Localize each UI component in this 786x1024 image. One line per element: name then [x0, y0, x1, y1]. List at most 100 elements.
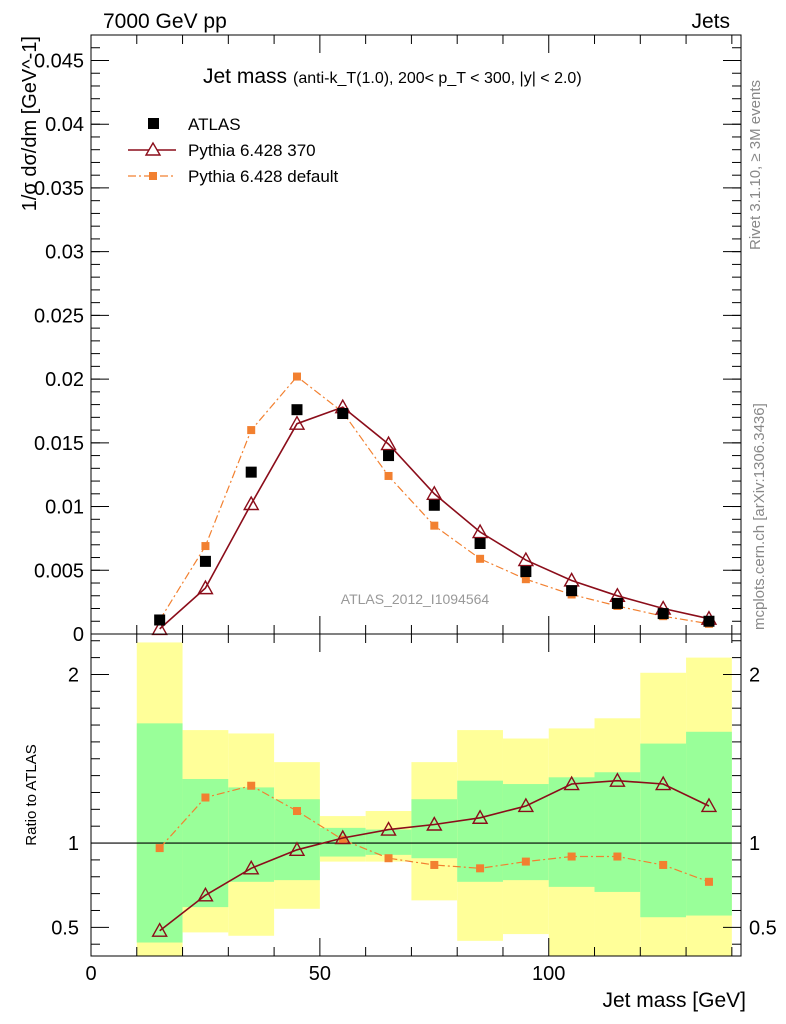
legend-entry-atlas: ATLAS: [148, 115, 241, 134]
ratio-pythia-default-point: [338, 835, 347, 844]
ratio-ytick-label-right: 1: [749, 833, 760, 855]
ratio-frame: [90, 633, 742, 957]
ratio-pythia-default-point: [155, 844, 164, 853]
main-pythia-default-point: [247, 426, 256, 435]
ratio-pythia-default-point: [567, 852, 576, 861]
ratio-ytick-label-right: 0.5: [749, 917, 777, 939]
main-title-name: Jet mass: [203, 65, 287, 88]
header-left-title: 7000 GeV pp: [103, 10, 227, 33]
ratio-pythia-default-point: [476, 864, 485, 873]
main-pythia-370-point: [426, 485, 443, 501]
main-ytick-label: 0.025: [34, 305, 84, 327]
legend-pythia-default-marker: [149, 172, 157, 180]
main-atlas-point: [611, 597, 623, 609]
ratio-pythia-370-point: [700, 797, 718, 813]
main-marks: [151, 372, 718, 636]
main-ytick-label: 0.04: [45, 114, 84, 136]
ratio-pythia-370-point: [471, 809, 489, 824]
ratio-pythia-370-point: [334, 829, 351, 845]
ratio-xlabel: Jet mass [GeV]: [602, 989, 746, 1012]
mcplots-side-label: mcplots.cern.ch [arXiv:1306.3436]: [751, 403, 768, 630]
legend-pythia-default-label: Pythia 6.428 default: [188, 167, 339, 186]
main-pythia-default-point: [430, 521, 439, 530]
main-pythia-default-point: [292, 372, 301, 381]
rivet-side-label: Rivet 3.1.10, ≥ 3M events: [747, 80, 764, 250]
header-right-title: Jets: [691, 10, 730, 33]
main-pythia-370-point: [471, 523, 489, 539]
analysis-label: ATLAS_2012_I1094564: [341, 591, 490, 607]
ratio-band-inner: [365, 829, 412, 855]
ratio-pythia-370-line: [159, 779, 710, 932]
ratio-pythia-370-point: [380, 821, 397, 836]
ratio-pythia-370-point: [151, 922, 168, 937]
legend: ATLAS Pythia 6.428 370 Pythia 6.428 defa…: [128, 115, 339, 186]
ratio-pythia-default-point: [430, 860, 439, 869]
main-atlas-point: [566, 585, 578, 597]
ratio-xtick-label: 50: [309, 963, 331, 985]
main-panel: 0 0.005 0.01 0.015 0.02 0.025 0.03 0.035 0.04 0.0…: [19, 34, 742, 646]
main-atlas-point: [291, 404, 303, 416]
main-pythia-370-point: [197, 579, 214, 595]
ratio-pythia-370-point: [243, 859, 260, 875]
main-atlas-point: [199, 555, 211, 567]
ratio-panel: 0.5 0.5 1 1 2 2 0 50 100 Ratio to ATLAS Jet mass…: [23, 633, 777, 1012]
ratio-pythia-370-point: [288, 841, 306, 856]
ratio-band-inner: [594, 772, 641, 892]
ratio-ytick-label-left: 1: [68, 833, 79, 855]
main-pythia-370-point: [517, 551, 535, 567]
ratio-pythia-default-point: [613, 852, 622, 861]
main-atlas-point: [520, 566, 532, 578]
main-ytick-label: 0.015: [34, 433, 84, 455]
ratio-band-inner: [136, 723, 183, 943]
ratio-band-inner: [548, 777, 595, 887]
main-pythia-default-point: [201, 542, 210, 551]
ratio-pythia-370-point: [609, 772, 626, 787]
main-pythia-default-point: [384, 471, 393, 480]
main-title-detail: (anti-k_T(1.0), 200< p_T < 300, |y| < 2.…: [293, 70, 582, 87]
main-pythia-default-point: [521, 575, 530, 584]
main-atlas-point: [703, 615, 715, 627]
ratio-pythia-default-point: [292, 807, 301, 816]
ratio-band-inner: [411, 799, 458, 859]
ratio-pythia-370-point: [654, 775, 672, 791]
main-pythia-370-point: [380, 435, 397, 451]
legend-pythia-370-label: Pythia 6.428 370: [188, 141, 316, 160]
main-ytick-label: 0.01: [45, 497, 84, 519]
main-ytick-label: 0.005: [34, 560, 84, 582]
main-pythia-370-point: [243, 495, 260, 511]
main-ytick-label: 0.03: [45, 242, 84, 264]
ratio-pythia-370-point: [426, 816, 443, 831]
main-ytick-label: 0.045: [34, 50, 84, 72]
ratio-marks: [151, 772, 718, 937]
ratio-axes: 0.5 0.5 1 1 2 2 0 50 100: [51, 634, 777, 985]
main-ylabel: 1/σ dσ/dm [GeV^-1]: [19, 36, 41, 211]
ratio-ytick-label-left: 0.5: [51, 917, 79, 939]
main-pythia-370-point: [288, 415, 306, 430]
ratio-ytick-label-left: 2: [68, 664, 79, 686]
ratio-pythia-default-point: [659, 860, 668, 869]
main-ytick-label: 0: [73, 624, 84, 646]
ratio-ytick-label-right: 2: [749, 664, 760, 686]
main-atlas-point: [245, 466, 257, 478]
ratio-pythia-default-point: [704, 877, 713, 886]
main-axes: 0 0.005 0.01 0.015 0.02 0.025 0.03 0.035 0.04 0.0…: [34, 35, 741, 646]
ratio-xtick-label: 0: [85, 963, 96, 985]
main-atlas-point: [657, 608, 669, 620]
main-pythia-370-line: [159, 406, 710, 630]
main-pythia-default-point: [476, 554, 485, 563]
ratio-band-inner: [228, 787, 275, 882]
ratio-pythia-default-point: [521, 857, 530, 866]
main-atlas-point: [428, 499, 440, 511]
ratio-pythia-370-point: [197, 886, 214, 902]
ratio-pythia-default-point: [201, 793, 210, 802]
ratio-band-inner: [640, 743, 687, 918]
main-ytick-label: 0.035: [34, 178, 84, 200]
ratio-pythia-370-point: [563, 775, 580, 791]
ratio-ylabel: Ratio to ATLAS: [23, 744, 40, 845]
ratio-pythia-default-point: [384, 854, 393, 863]
ratio-pythia-default-point: [247, 781, 256, 790]
legend-atlas-label: ATLAS: [188, 115, 241, 134]
main-atlas-point: [154, 614, 166, 626]
ratio-band-inner: [686, 731, 732, 916]
